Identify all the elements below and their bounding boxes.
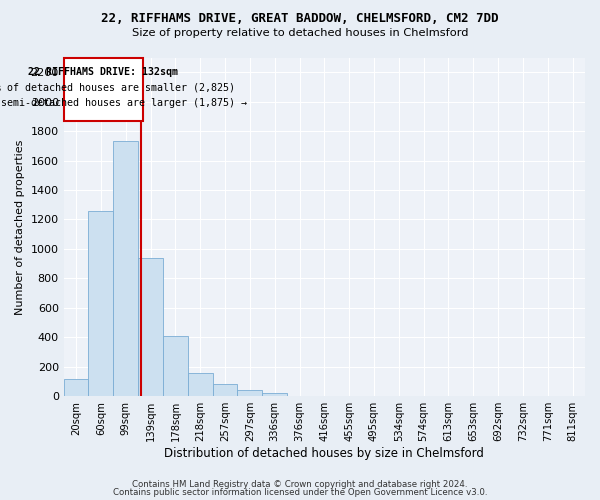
Text: Contains public sector information licensed under the Open Government Licence v3: Contains public sector information licen…: [113, 488, 487, 497]
Bar: [138, 258, 163, 396]
Bar: [188, 374, 212, 396]
Bar: [163, 336, 188, 396]
Bar: [88, 210, 113, 396]
Bar: [113, 142, 138, 396]
Text: 40% of semi-detached houses are larger (1,875) →: 40% of semi-detached houses are larger (…: [0, 98, 247, 108]
Text: Contains HM Land Registry data © Crown copyright and database right 2024.: Contains HM Land Registry data © Crown c…: [132, 480, 468, 489]
Bar: [238, 390, 262, 396]
Y-axis label: Number of detached properties: Number of detached properties: [15, 139, 25, 314]
Bar: [64, 378, 88, 396]
Text: 22, RIFFHAMS DRIVE, GREAT BADDOW, CHELMSFORD, CM2 7DD: 22, RIFFHAMS DRIVE, GREAT BADDOW, CHELMS…: [101, 12, 499, 26]
Text: 22 RIFFHAMS DRIVE: 132sqm: 22 RIFFHAMS DRIVE: 132sqm: [28, 66, 178, 76]
Text: ← 60% of detached houses are smaller (2,825): ← 60% of detached houses are smaller (2,…: [0, 82, 235, 92]
FancyBboxPatch shape: [64, 58, 143, 121]
Text: Size of property relative to detached houses in Chelmsford: Size of property relative to detached ho…: [132, 28, 468, 38]
Bar: [262, 392, 287, 396]
X-axis label: Distribution of detached houses by size in Chelmsford: Distribution of detached houses by size …: [164, 447, 484, 460]
Bar: [212, 384, 238, 396]
